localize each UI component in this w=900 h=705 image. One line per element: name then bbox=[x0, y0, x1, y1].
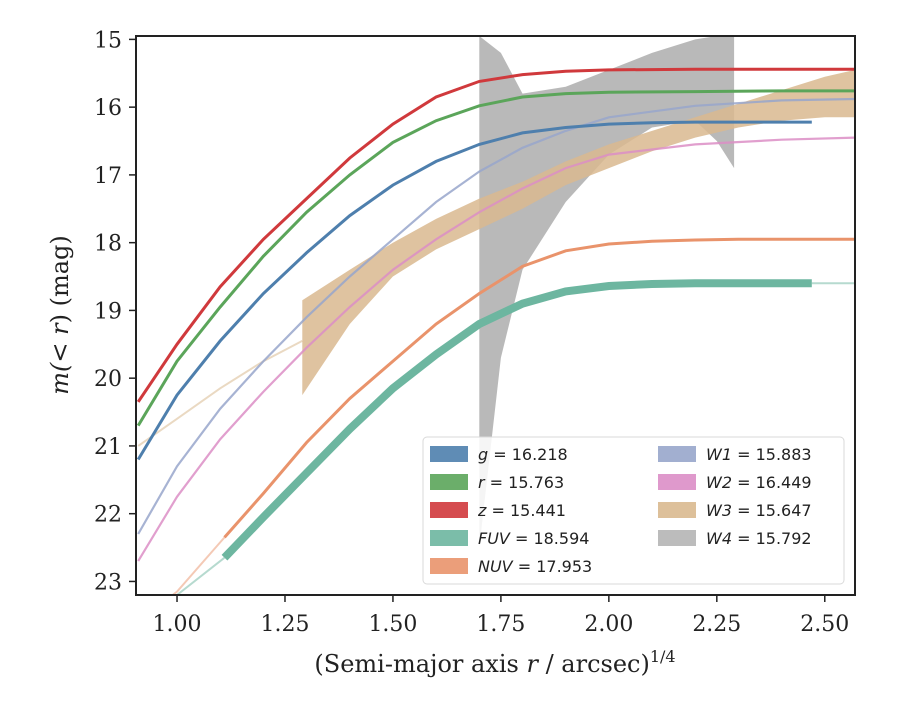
y-axis: 15 16 17 18 19 20 21 22 23 bbox=[94, 28, 136, 595]
legend-swatch-w2 bbox=[658, 474, 696, 490]
legend-label-w2: W2 = 16.449 bbox=[706, 473, 812, 492]
y-axis-label: m(< r) (mag) bbox=[46, 235, 74, 395]
x-tick-label: 1.00 bbox=[153, 612, 202, 637]
legend-label-z: z = 15.441 bbox=[477, 501, 566, 520]
series-w3-band bbox=[302, 69, 855, 396]
x-tick-label: 2.00 bbox=[584, 612, 633, 637]
series-w1-line bbox=[137, 97, 855, 535]
legend-swatch-g bbox=[430, 446, 468, 462]
y-tick-label: 21 bbox=[94, 435, 122, 460]
x-tick-label: 1.75 bbox=[476, 612, 525, 637]
series-g-line bbox=[136, 120, 812, 461]
legend-swatch-r bbox=[430, 474, 468, 490]
legend-box bbox=[422, 436, 845, 585]
legend-swatch-fuv bbox=[430, 530, 468, 546]
y-tick-label: 20 bbox=[94, 367, 122, 392]
series-r-line bbox=[136, 89, 855, 427]
x-axis-label: (Semi-major axis r / arcsec)1/4 bbox=[314, 647, 675, 678]
legend-label-g: g = 16.218 bbox=[478, 445, 568, 464]
x-tick-label: 2.25 bbox=[692, 612, 741, 637]
y-tick-label: 22 bbox=[94, 503, 122, 528]
y-tick-label: 18 bbox=[94, 232, 122, 257]
series-w3-extension bbox=[137, 340, 303, 447]
legend-swatch-z bbox=[430, 502, 468, 518]
x-tick-label: 1.25 bbox=[260, 612, 309, 637]
legend-swatch-w1 bbox=[658, 446, 696, 462]
legend-label-r: r = 15.763 bbox=[478, 473, 564, 492]
legend-label-nuv: NUV = 17.953 bbox=[478, 557, 592, 576]
legend-swatch-w4 bbox=[658, 530, 696, 546]
series-w2-line bbox=[137, 136, 855, 562]
y-tick-label: 19 bbox=[94, 299, 122, 324]
y-tick-label: 15 bbox=[94, 28, 122, 53]
series-nuv-extension bbox=[171, 536, 226, 595]
legend-label-w4: W4 = 15.792 bbox=[706, 529, 812, 548]
plot-frame bbox=[135, 35, 856, 596]
x-tick-label: 2.50 bbox=[800, 612, 849, 637]
series-fuv-line bbox=[221, 279, 812, 561]
series-layer bbox=[136, 36, 855, 595]
series-fuv-extension bbox=[174, 556, 226, 595]
x-axis: 1.00 1.25 1.50 1.75 2.00 2.25 2.50 bbox=[153, 595, 849, 637]
y-tick-label: 16 bbox=[94, 96, 122, 121]
legend-swatch-nuv bbox=[430, 558, 468, 574]
series-z-line bbox=[136, 67, 855, 403]
y-tick-label: 23 bbox=[94, 570, 122, 595]
x-tick-label: 1.50 bbox=[368, 612, 417, 637]
legend: g = 16.218 r = 15.763 z = 15.441 FUV = 18.5… bbox=[422, 436, 845, 585]
legend-label-w3: W3 = 15.647 bbox=[706, 501, 812, 520]
legend-label-w1: W1 = 15.883 bbox=[706, 445, 812, 464]
legend-swatch-w3 bbox=[658, 502, 696, 518]
y-tick-label: 17 bbox=[94, 164, 122, 189]
series-w4-band bbox=[479, 36, 735, 548]
legend-label-fuv: FUV = 18.594 bbox=[478, 529, 589, 548]
series-nuv-line bbox=[223, 237, 855, 539]
